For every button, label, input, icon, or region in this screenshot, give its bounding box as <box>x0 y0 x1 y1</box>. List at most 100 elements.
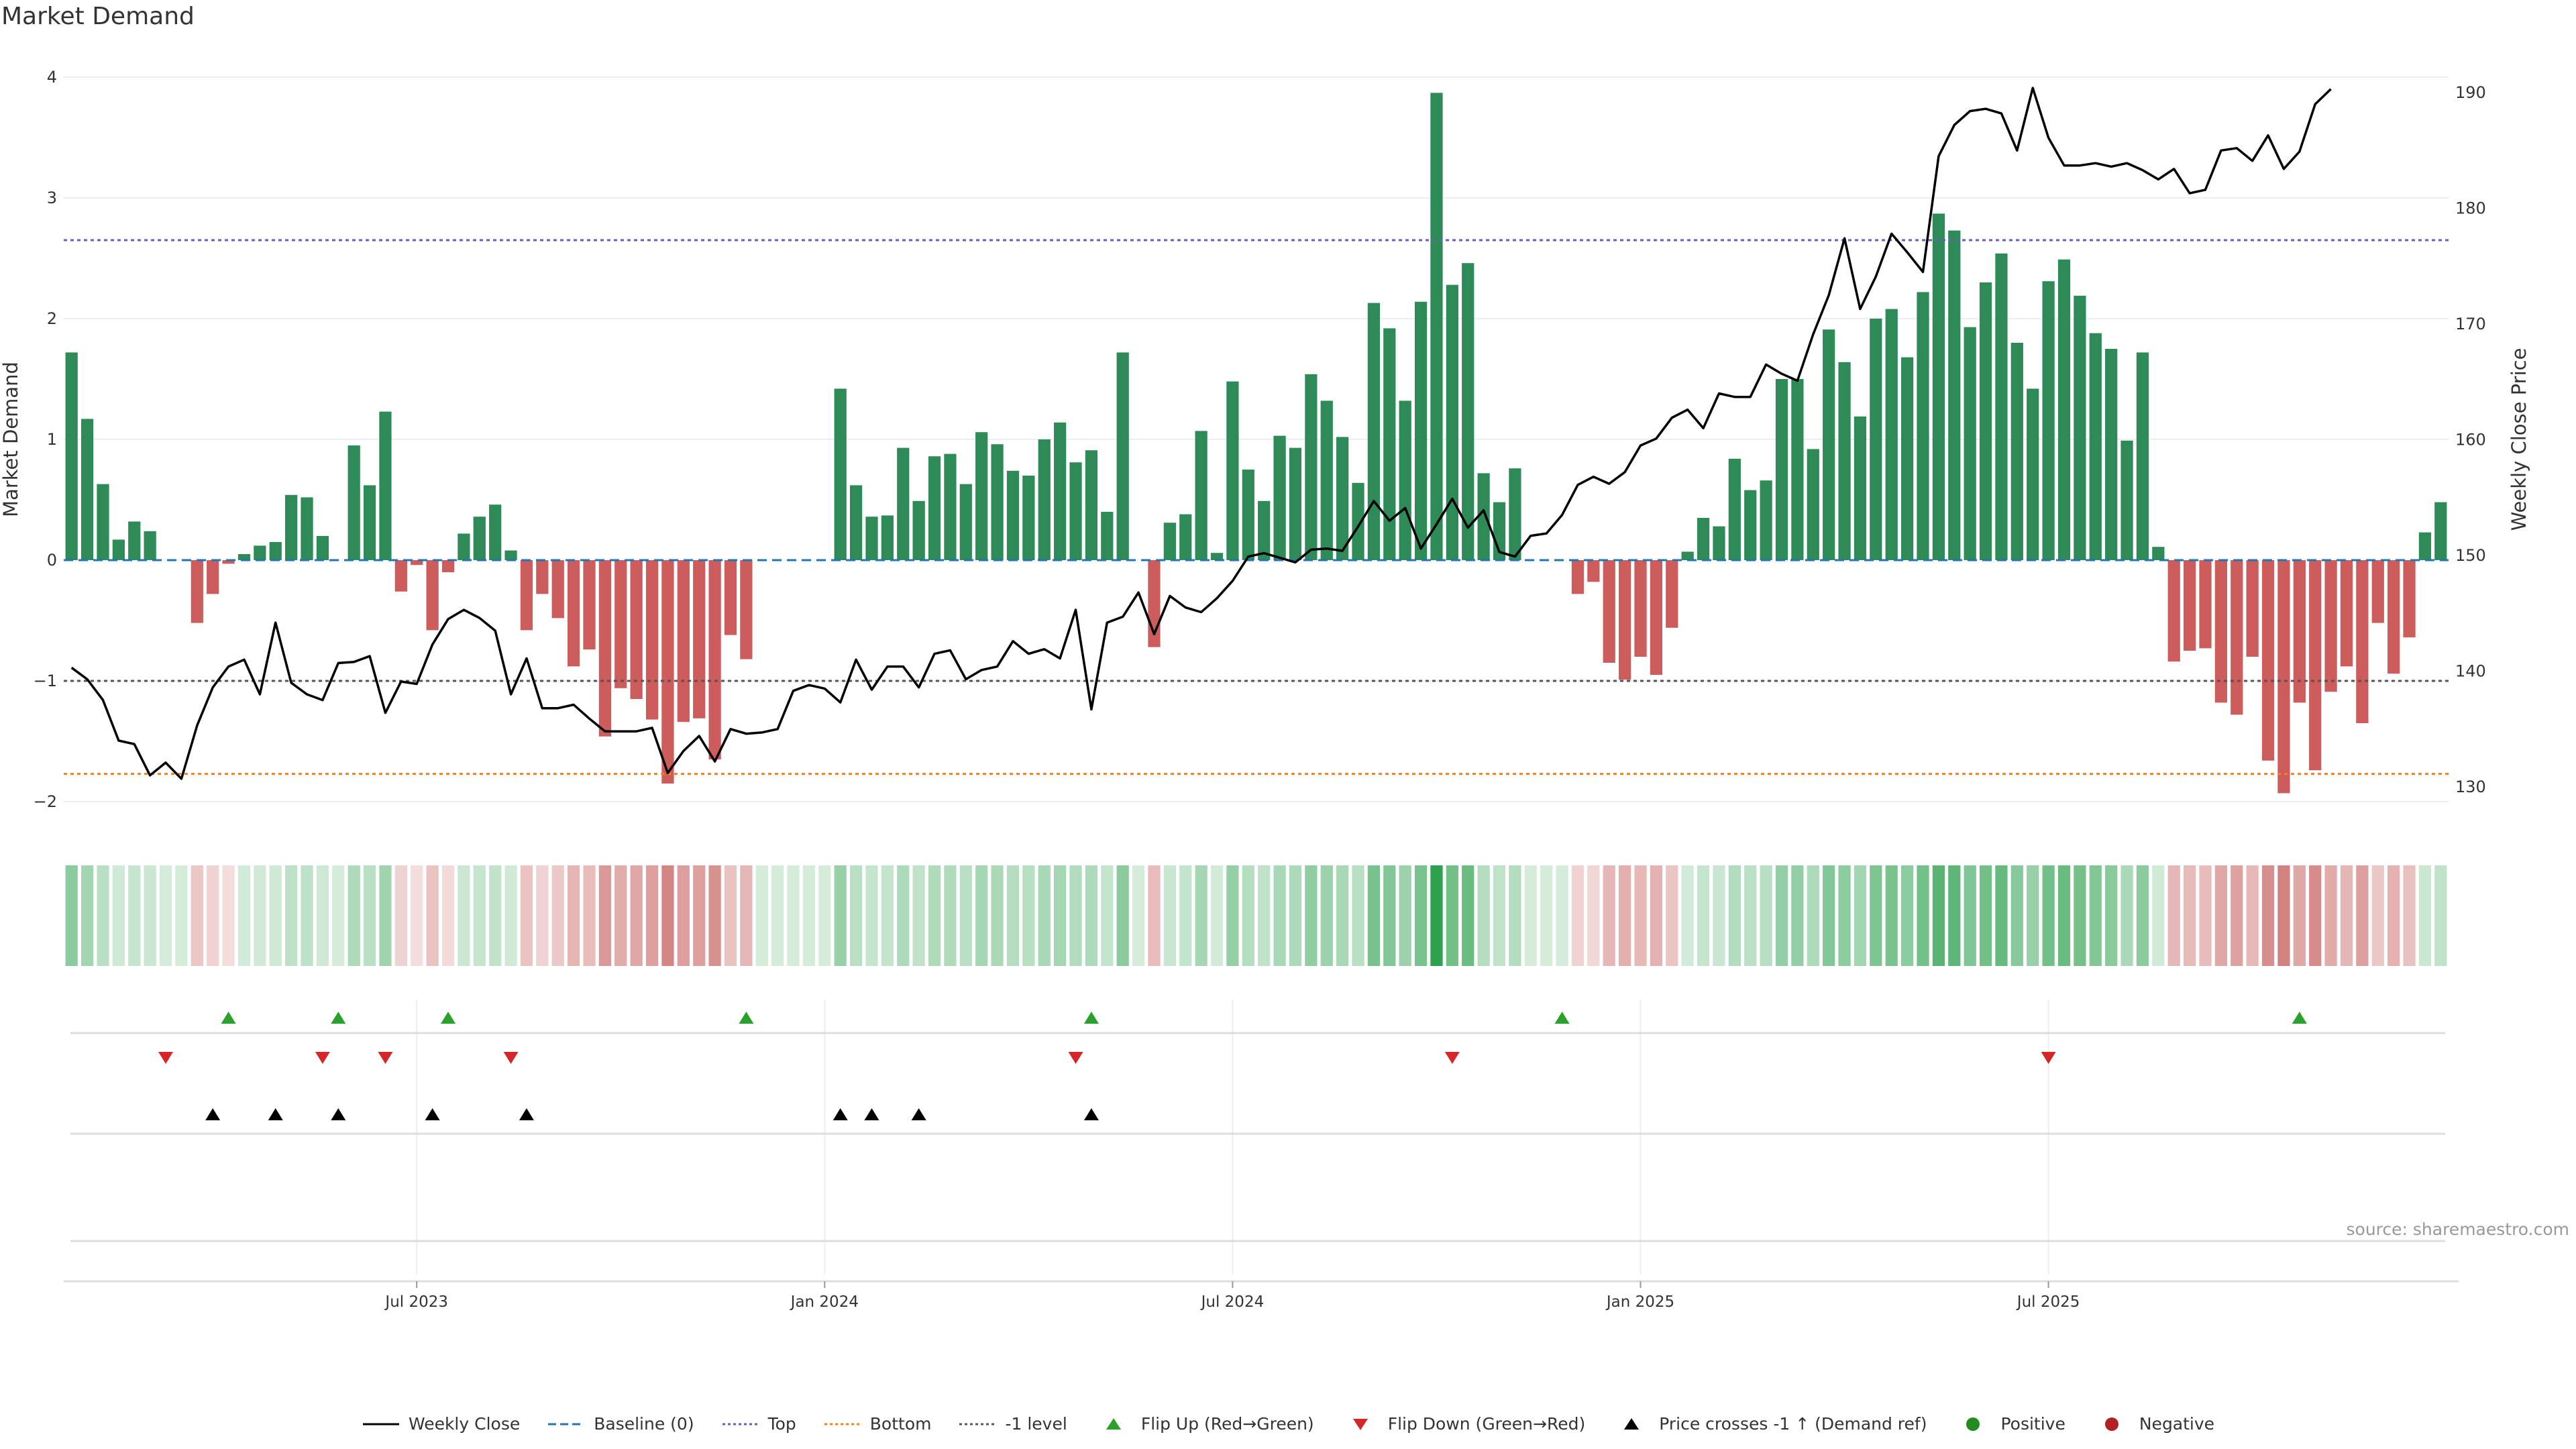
heat-cell <box>1242 865 1254 966</box>
heat-cell <box>1807 865 1819 966</box>
circle-icon <box>1966 1417 1980 1431</box>
heat-cell <box>802 865 816 966</box>
chart-legend: Weekly Close Baseline (0) Top Bottom -1 leve… <box>0 1414 2576 1434</box>
y2-tick-label: 180 <box>2455 199 2486 218</box>
demand-bar <box>363 485 376 560</box>
heat-cell <box>1320 865 1333 966</box>
weekly-close-line <box>70 87 2332 780</box>
demand-bar <box>1760 480 1772 560</box>
heat-cell <box>1775 865 1788 966</box>
heat-cell <box>1760 865 1772 966</box>
demand-bar <box>1054 422 1067 560</box>
demand-bar <box>489 504 502 560</box>
heat-cell <box>504 865 517 966</box>
flip-up-marker <box>1083 1012 1099 1024</box>
legend-item: Positive <box>1953 1414 2065 1434</box>
demand-bar <box>128 521 141 560</box>
heat-cell <box>1054 865 1067 966</box>
demand-bar <box>1917 292 1929 560</box>
demand-bar <box>1838 362 1851 560</box>
heat-cell <box>2231 865 2243 966</box>
heat-cell <box>347 865 360 966</box>
legend-item: Weekly Close <box>362 1414 520 1434</box>
heat-cell <box>316 865 329 966</box>
heat-cell <box>473 865 486 966</box>
y-tick-label: 0 <box>47 551 57 570</box>
demand-bar <box>2089 333 2102 560</box>
demand-bar <box>269 542 282 560</box>
heat-cell <box>771 865 784 966</box>
demand-bar <box>2183 560 2196 651</box>
heat-cell <box>2136 865 2149 966</box>
heat-cell <box>520 865 533 966</box>
demand-bar <box>97 484 109 560</box>
demand-bar <box>285 494 298 560</box>
heat-cell <box>1430 865 1443 966</box>
heat-cell <box>1619 865 1631 966</box>
demand-bar <box>1446 284 1458 560</box>
heat-cell <box>65 865 78 966</box>
demand-bar <box>1791 379 1804 560</box>
heat-cell <box>1163 865 1176 966</box>
demand-bar <box>80 419 94 560</box>
demand-bar <box>1210 553 1224 560</box>
heat-cell <box>1524 865 1537 966</box>
legend-item: Top <box>721 1414 796 1434</box>
demand-bar <box>2293 560 2306 703</box>
heat-cell <box>379 865 392 966</box>
demand-bar <box>144 531 156 560</box>
demand-bar <box>2340 560 2353 667</box>
x-tick-label: Jul 2025 <box>2016 1293 2080 1311</box>
flip-up-marker <box>739 1012 754 1024</box>
heat-cell <box>1226 865 1239 966</box>
dot-line-icon <box>722 1423 759 1425</box>
demand-bar <box>347 445 360 560</box>
x-tick-label: Jul 2024 <box>1200 1293 1265 1311</box>
legend-item: Baseline (0) <box>547 1414 694 1434</box>
demand-bar <box>849 485 863 560</box>
demand-bar <box>254 545 266 560</box>
heat-cell <box>1634 865 1647 966</box>
demand-bar <box>2261 560 2275 761</box>
demand-bar <box>1900 357 1914 560</box>
heat-cell <box>1948 865 1961 966</box>
demand-bar <box>1195 431 1208 560</box>
heat-cell <box>2074 865 2086 966</box>
heat-cell <box>1885 865 1898 966</box>
demand-bar <box>1414 301 1428 560</box>
heat-cell <box>755 865 768 966</box>
demand-bar <box>2434 502 2447 560</box>
demand-bar <box>1823 329 1835 560</box>
demand-bar <box>207 560 219 594</box>
heat-cell <box>1273 865 1286 966</box>
demand-bar <box>645 560 659 720</box>
demand-bar <box>222 560 235 564</box>
heat-cell <box>567 865 580 966</box>
demand-bar <box>567 560 580 667</box>
triangle-up-icon <box>1624 1417 1640 1430</box>
y2-tick-label: 170 <box>2455 315 2486 333</box>
demand-bar <box>2309 560 2322 771</box>
heat-cell <box>1509 865 1521 966</box>
flip-down-marker <box>158 1052 174 1064</box>
demand-bar <box>1289 447 1302 560</box>
demand-bar <box>1979 282 1992 560</box>
heat-cell <box>159 865 172 966</box>
demand-bar <box>1163 523 1176 560</box>
heat-cell <box>834 865 847 966</box>
heat-cell <box>411 865 423 966</box>
demand-bar <box>2356 560 2369 723</box>
demand-bar <box>724 560 737 635</box>
heat-cell <box>1713 865 1725 966</box>
demand-bar <box>1242 470 1254 560</box>
demand-bar <box>2403 560 2416 638</box>
y-axis-title: Market Demand <box>0 362 22 517</box>
demand-bar <box>1697 518 1710 560</box>
x-tick-label: Jul 2023 <box>384 1293 448 1311</box>
demand-bar <box>1885 309 1898 560</box>
flip-up-marker <box>221 1012 236 1024</box>
demand-bar <box>740 560 753 659</box>
legend-label: -1 level <box>1005 1414 1067 1434</box>
y-tick-label: −1 <box>34 672 57 690</box>
demand-bar <box>2027 388 2039 560</box>
